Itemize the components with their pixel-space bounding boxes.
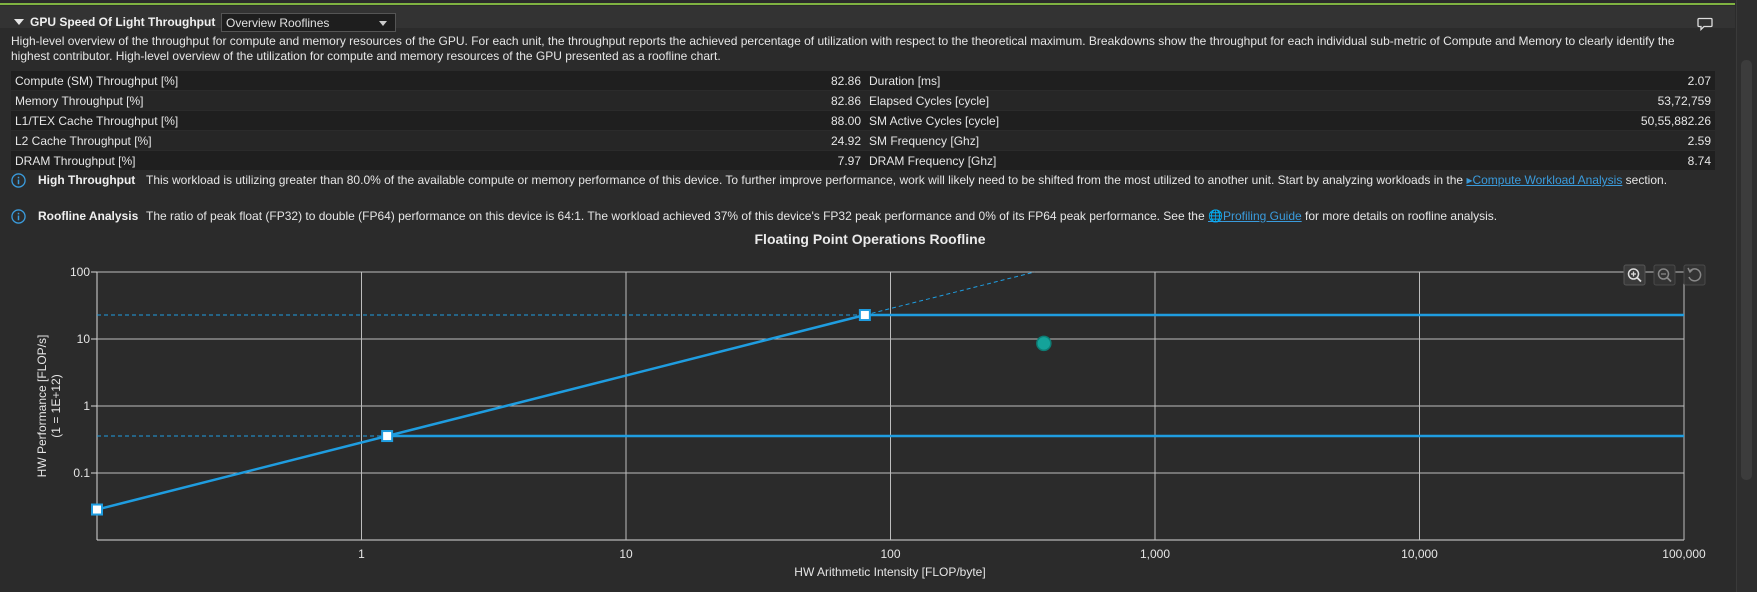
section-accent-line (0, 3, 1735, 5)
metric-label: Elapsed Cycles [cycle] (869, 94, 990, 108)
metric-value: 82.86 (830, 74, 861, 88)
collapse-triangle-icon[interactable] (14, 19, 24, 25)
chart-series (91, 271, 1684, 516)
section-header[interactable]: GPU Speed Of Light Throughput Overview R… (0, 6, 1735, 32)
metric-value: 88.00 (830, 114, 861, 128)
metric-value: 24.92 (830, 134, 861, 148)
metric-row: SM Active Cycles [cycle] 50,55,882.26 (865, 111, 1715, 131)
zoom-in-button[interactable] (1623, 264, 1646, 286)
info-icon (11, 173, 26, 188)
rule-text: The ratio of peak float (FP32) to double… (146, 209, 1497, 223)
x-tick-label: 1 (358, 547, 365, 561)
view-dropdown-value: Overview Rooflines (226, 16, 330, 30)
metric-label: SM Frequency [Ghz] (869, 134, 980, 148)
metric-label: DRAM Frequency [Ghz] (869, 154, 997, 168)
reset-zoom-button[interactable] (1683, 264, 1706, 286)
section-title: GPU Speed Of Light Throughput (30, 15, 216, 29)
chevron-down-icon (379, 21, 387, 26)
rule-text-tail: for more details on roofline analysis. (1305, 209, 1498, 223)
metric-row: DRAM Throughput [%] 7.97 (11, 151, 865, 171)
link-label: Compute Workload Analysis (1472, 173, 1623, 187)
chart-title: Floating Point Operations Roofline (754, 231, 986, 247)
metric-label: L1/TEX Cache Throughput [%] (15, 114, 179, 128)
metric-value: 8.74 (1687, 154, 1711, 168)
rule-text: This workload is utilizing greater than … (146, 173, 1667, 187)
metric-row: Memory Throughput [%] 82.86 (11, 91, 865, 111)
vertical-scrollbar[interactable] (1736, 0, 1757, 592)
metric-label: DRAM Throughput [%] (15, 154, 136, 168)
rule-high-throughput: High Throughput This workload is utilizi… (11, 171, 1711, 191)
link-label: Profiling Guide (1222, 209, 1302, 223)
x-tick-label: 10,000 (1401, 547, 1438, 561)
x-tick-label: 100,000 (1662, 547, 1706, 561)
metric-row: Compute (SM) Throughput [%] 82.86 (11, 71, 865, 91)
metric-row: Duration [ms] 2.07 (865, 71, 1715, 91)
fp64-ridge-point (381, 430, 394, 443)
roofline-chart[interactable]: 1 10 100 1,000 10,000 100,000 0.1 1 10 100 HW Ari… (0, 250, 1735, 592)
scrollbar-thumb[interactable] (1741, 60, 1752, 480)
y-tick-label: 1 (83, 399, 90, 413)
metric-value: 2.59 (1687, 134, 1711, 148)
metric-value: 82.86 (830, 94, 861, 108)
y-axis-label-unit: (1 = 1E+12) (49, 374, 63, 437)
x-tick-label: 10 (619, 547, 633, 561)
fp32-ridge-point (858, 309, 871, 322)
metric-row: DRAM Frequency [Ghz] 8.74 (865, 151, 1715, 171)
zoom-out-button[interactable] (1653, 264, 1676, 286)
metric-label: Memory Throughput [%] (15, 94, 144, 108)
comment-icon[interactable] (1697, 15, 1713, 31)
chart-grid (91, 271, 1685, 541)
rule-roofline-analysis: Roofline Analysis The ratio of peak floa… (11, 207, 1711, 227)
y-axis-label: HW Performance [FLOP/s] (35, 335, 49, 478)
chart-ticks: 1 10 100 1,000 10,000 100,000 0.1 1 10 100 (70, 265, 1706, 561)
rule-name: High Throughput (38, 173, 136, 187)
metric-row: Elapsed Cycles [cycle] 53,72,759 (865, 91, 1715, 111)
metric-value: 7.97 (837, 154, 861, 168)
rule-name: Roofline Analysis (38, 209, 139, 223)
metric-label: Compute (SM) Throughput [%] (15, 74, 179, 88)
y-tick-label: 10 (77, 332, 91, 346)
info-icon (11, 209, 26, 224)
x-axis-label: HW Arithmetic Intensity [FLOP/byte] (794, 565, 985, 579)
profiling-guide-link[interactable]: 🌐Profiling Guide (1208, 209, 1302, 223)
rule-text-tail: section. (1625, 173, 1668, 187)
metric-label: SM Active Cycles [cycle] (869, 114, 1000, 128)
metric-value: 2.07 (1687, 74, 1711, 88)
metric-row: L1/TEX Cache Throughput [%] 88.00 (11, 111, 865, 131)
slope-start-point (91, 503, 103, 516)
metrics-table-left: Compute (SM) Throughput [%] 82.86 Memory … (11, 71, 865, 171)
metrics-table-right: Duration [ms] 2.07 Elapsed Cycles [cycle]… (865, 71, 1715, 171)
memory-roof-line (96, 313, 866, 511)
compute-workload-link[interactable]: ▸Compute Workload Analysis (1466, 173, 1623, 187)
metric-value: 50,55,882.26 (1640, 114, 1711, 128)
achieved-performance-point (1036, 335, 1052, 352)
section-description: High-level overview of the throughput fo… (11, 34, 1675, 63)
metric-label: L2 Cache Throughput [%] (15, 134, 152, 148)
metric-row: L2 Cache Throughput [%] 24.92 (11, 131, 865, 151)
view-dropdown[interactable]: Overview Rooflines (221, 13, 396, 32)
metric-value: 53,72,759 (1657, 94, 1711, 108)
x-tick-label: 1,000 (1140, 547, 1170, 561)
rule-text-main: This workload is utilizing greater than … (146, 173, 1464, 187)
metric-label: Duration [ms] (869, 74, 941, 88)
x-tick-label: 100 (880, 547, 900, 561)
rule-text-main: The ratio of peak float (FP32) to double… (146, 209, 1205, 223)
y-tick-label: 100 (70, 265, 90, 279)
memory-roof-extension (864, 271, 1035, 316)
y-tick-label: 0.1 (73, 466, 90, 480)
metric-row: SM Frequency [Ghz] 2.59 (865, 131, 1715, 151)
